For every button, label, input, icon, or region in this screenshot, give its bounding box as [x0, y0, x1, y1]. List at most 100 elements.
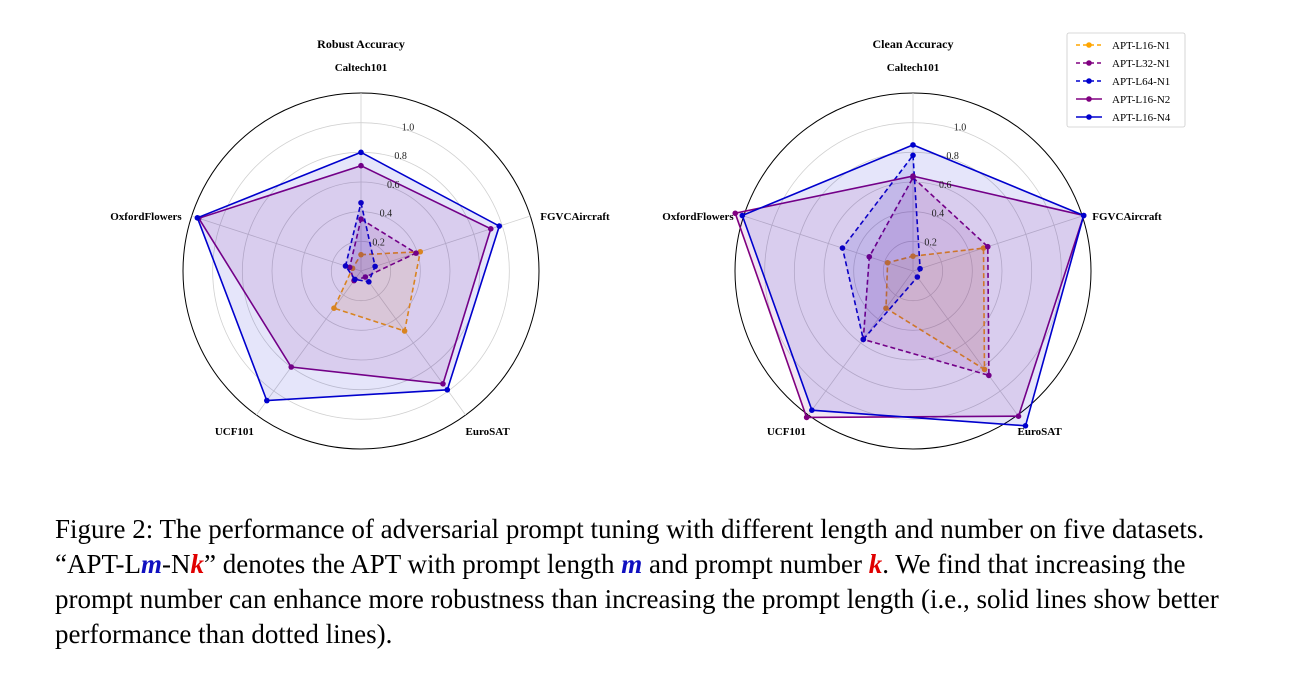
radial-tick-label: 0.8	[946, 151, 959, 162]
data-point-apt-l16-n2	[910, 173, 916, 179]
series-line-apt-l64-n1	[841, 153, 921, 342]
data-point-apt-l16-n1	[883, 305, 889, 312]
caption-text-3: ” denotes the APT with prompt length	[204, 549, 622, 579]
legend-marker-apt-l16-n1	[1086, 42, 1092, 48]
data-point-apt-l16-n1	[884, 259, 891, 266]
legend-label-apt-l16-n2: APT-L16-N2	[1112, 94, 1170, 106]
data-point-apt-l16-n2	[440, 381, 446, 387]
data-point-apt-l64-n1	[358, 199, 364, 206]
data-point-apt-l64-n1	[366, 279, 372, 285]
data-point-apt-l16-n2	[803, 414, 810, 421]
series-fill-apt-l16-n1	[334, 251, 421, 331]
caption-text-1: Figure 2: The performance of adversarial…	[55, 514, 1205, 579]
legend-marker-apt-l16-n4	[1086, 114, 1092, 120]
series-line-apt-l16-n4	[741, 144, 1085, 427]
caption-m-symbol: m	[621, 549, 643, 579]
data-point-apt-l64-n1	[342, 263, 349, 269]
series-fill-apt-l64-n1	[345, 202, 376, 282]
data-point-apt-l16-n1	[401, 328, 408, 334]
radar-spoke	[191, 215, 362, 272]
series-fill-apt-l16-n2	[198, 165, 491, 384]
data-point-apt-l16-n2	[732, 210, 739, 217]
axis-label-ucf101: UCF101	[215, 426, 254, 438]
series-line-apt-l16-n1	[332, 250, 422, 333]
caption-k-symbol: k	[190, 549, 205, 579]
data-point-apt-l16-n4	[194, 215, 201, 221]
legend-label-apt-l16-n1: APT-L16-N1	[1112, 40, 1170, 52]
radial-tick-label: 0.4	[932, 209, 945, 220]
legend-label-apt-l64-n1: APT-L64-N1	[1112, 76, 1170, 88]
series-fill-apt-l32-n1	[349, 219, 416, 281]
data-point-apt-l16-n2	[1015, 413, 1022, 420]
radial-tick-label: 0.8	[394, 151, 407, 162]
data-point-apt-l64-n1	[914, 274, 921, 280]
radial-tick-label: 0.4	[380, 209, 393, 220]
data-point-apt-l16-n4	[809, 407, 815, 414]
radar-spoke	[912, 215, 1083, 272]
axis-label-fgvcaircraft: FGVCAircraft	[1092, 211, 1162, 223]
legend-marker-apt-l64-n1	[1086, 78, 1092, 84]
axis-label-caltech101: Caltech101	[887, 62, 940, 74]
data-point-apt-l16-n4	[444, 387, 451, 393]
data-point-apt-l16-n4	[910, 142, 916, 148]
series-fill-apt-l16-n4	[742, 144, 1084, 426]
series-fill-apt-l16-n4	[197, 152, 500, 401]
radar-spoke	[912, 270, 1018, 416]
data-point-apt-l16-n2	[288, 364, 295, 370]
radial-tick-label: 0.6	[387, 180, 400, 191]
chart-title: Clean Accuracy	[873, 37, 954, 51]
axis-label-eurosat: EuroSAT	[1018, 426, 1063, 438]
data-point-apt-l32-n1	[413, 250, 419, 256]
series-line-apt-l16-n4	[196, 151, 501, 402]
radial-tick-label: 0.6	[939, 180, 952, 191]
data-point-apt-l32-n1	[358, 216, 364, 222]
data-point-apt-l16-n1	[358, 251, 364, 258]
radial-tick-label: 1.0	[402, 122, 415, 133]
data-point-apt-l32-n1	[986, 372, 992, 379]
data-point-apt-l16-n1	[417, 248, 424, 255]
legend-box	[1066, 32, 1186, 128]
radial-tick-label: 0.2	[372, 237, 385, 248]
axis-label-ucf101: UCF101	[767, 426, 806, 438]
legend-label-apt-l16-n4: APT-L16-N4	[1112, 112, 1171, 124]
legend-marker-apt-l32-n1	[1086, 60, 1092, 66]
data-point-apt-l16-n2	[358, 162, 364, 169]
caption-m-symbol: m	[141, 549, 163, 579]
series-line-apt-l32-n1	[862, 176, 990, 377]
figure-caption: Figure 2: The performance of adversarial…	[55, 512, 1255, 652]
data-point-apt-l16-n1	[910, 253, 916, 259]
data-point-apt-l32-n1	[984, 243, 991, 250]
data-point-apt-l16-n4	[358, 149, 364, 156]
caption-text-4: and prompt number	[642, 549, 869, 579]
radar-spoke	[256, 270, 362, 416]
axis-label-fgvcaircraft: FGVCAircraft	[540, 211, 610, 223]
chart-title: Robust Accuracy	[317, 37, 405, 51]
legend: APT-L16-N1 APT-L32-N1 APT-L64-N1 APT-L16-N2…	[1066, 32, 1186, 128]
data-point-apt-l64-n1	[860, 336, 867, 343]
caption-text-2: -N	[162, 549, 191, 579]
data-point-apt-l64-n1	[839, 245, 846, 251]
radial-tick-label: 0.2	[924, 237, 937, 248]
data-point-apt-l16-n2	[487, 226, 494, 232]
data-point-apt-l32-n1	[362, 274, 369, 280]
data-point-apt-l64-n1	[910, 152, 916, 159]
caption-k-symbol: k	[868, 549, 883, 579]
data-point-apt-l16-n4	[1080, 212, 1087, 219]
series-fill-apt-l16-n1	[886, 248, 985, 370]
data-point-apt-l32-n1	[866, 253, 873, 260]
radial-tick-label: 1.0	[954, 122, 967, 133]
data-point-apt-l64-n1	[917, 265, 923, 272]
clean-accuracy-radar: 0.2 0.4 0.6 0.8 1.0 Clean Accuracy Caltech101 F…	[662, 37, 1162, 450]
axis-label-oxfordflowers: OxfordFlowers	[110, 211, 182, 223]
data-point-apt-l16-n1	[331, 305, 337, 312]
radar-figure: 0.2 0.4 0.6 0.8 1.0 Robust Accuracy Caltech101…	[110, 32, 1186, 450]
data-point-apt-l64-n1	[372, 263, 378, 270]
data-point-apt-l16-n1	[980, 245, 987, 251]
axis-label-oxfordflowers: OxfordFlowers	[662, 211, 734, 223]
caption-text-5: . We find that increasing the prompt num…	[55, 549, 1219, 649]
series-line-apt-l16-n1	[885, 247, 986, 371]
axis-label-caltech101: Caltech101	[335, 62, 388, 74]
series-fill-apt-l64-n1	[842, 155, 921, 340]
legend-label-apt-l32-n1: APT-L32-N1	[1112, 58, 1170, 70]
robust-accuracy-radar: 0.2 0.4 0.6 0.8 1.0 Robust Accuracy Caltech101…	[110, 37, 610, 450]
